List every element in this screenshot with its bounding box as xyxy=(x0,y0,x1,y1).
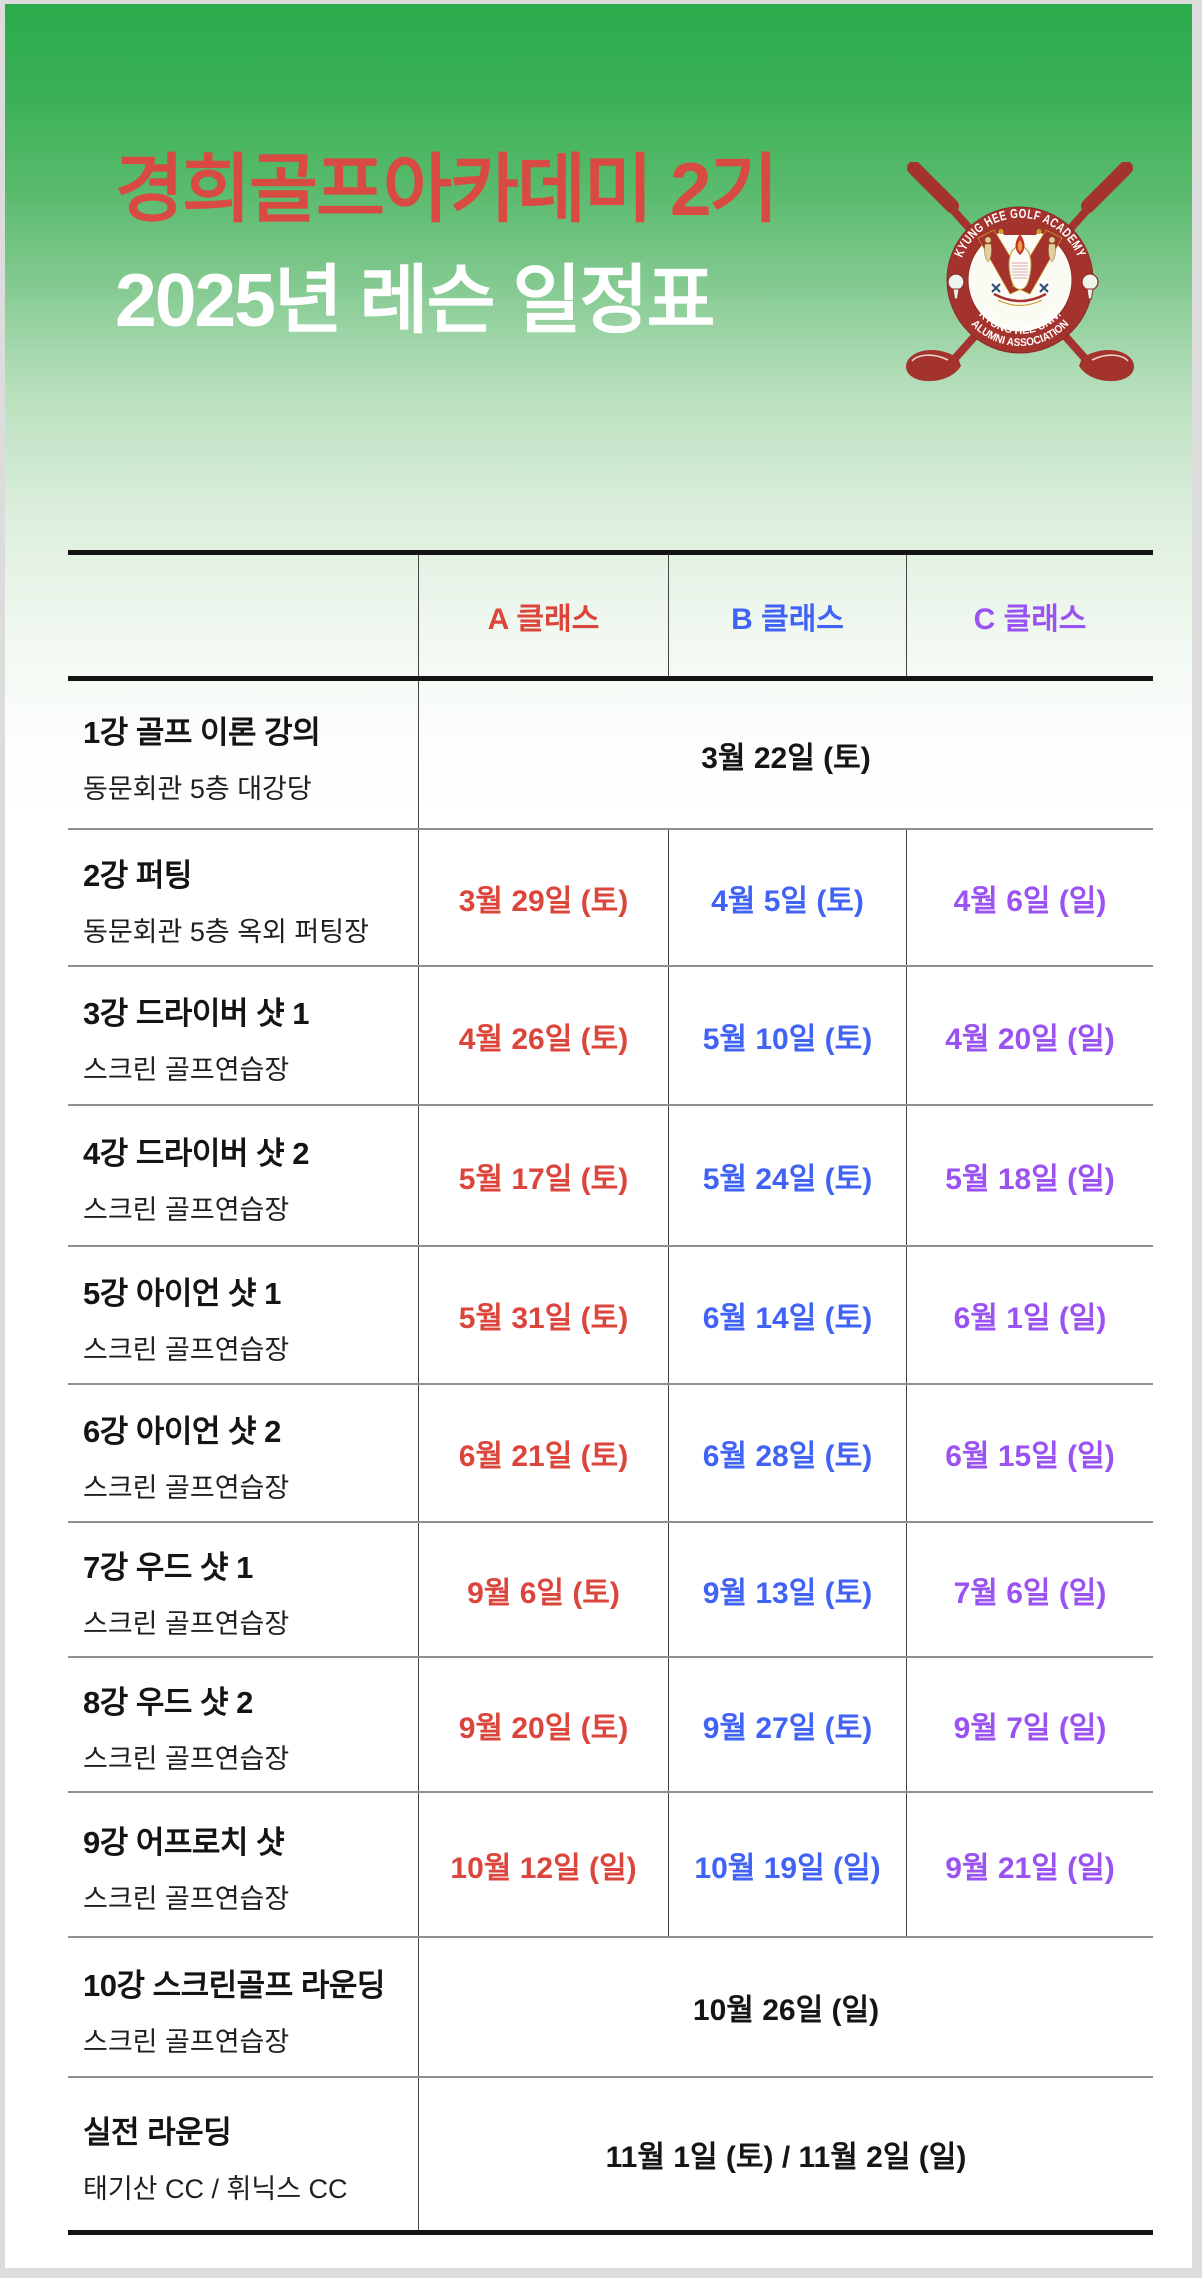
lesson-venue: 스크린 골프연습장 xyxy=(83,1884,290,1914)
table-row: 실전 라운딩 태기산 CC / 휘닉스 CC 11월 1일 (토) / 11월 … xyxy=(68,2076,1153,2230)
class-header-c: C 클래스 xyxy=(906,555,1153,676)
schedule-card: 경희골프아카데미 2기 2025년 레슨 일정표 xyxy=(5,4,1192,2268)
lesson-title: 5강 아이언 샷 1 xyxy=(83,1275,281,1311)
lesson-title: 2강 퍼팅 xyxy=(83,858,192,893)
lesson-title: 3강 드라이버 샷 1 xyxy=(83,996,309,1031)
lesson-title: 10강 스크린골프 라운딩 xyxy=(83,1967,385,2003)
date-cell-c: 9월 7일 (일) xyxy=(906,1658,1153,1791)
table-row: 8강 우드 샷 2 스크린 골프연습장 9월 20일 (토) 9월 27일 (토… xyxy=(68,1656,1153,1791)
table-row: 4강 드라이버 샷 2 스크린 골프연습장 5월 17일 (토) 5월 24일 … xyxy=(68,1104,1153,1245)
lesson-venue: 스크린 골프연습장 xyxy=(83,1195,290,1225)
date-cell-b: 4월 5일 (토) xyxy=(668,830,906,965)
title-line-1: 경희골프아카데미 2기 xyxy=(115,147,779,231)
date-cell-c: 4월 20일 (일) xyxy=(906,967,1153,1104)
table-row: 9강 어프로치 샷 스크린 골프연습장 10월 12일 (일) 10월 19일 … xyxy=(68,1791,1153,1936)
date-cell-c: 6월 1일 (일) xyxy=(906,1247,1153,1383)
lesson-title: 8강 우드 샷 2 xyxy=(83,1685,253,1720)
lesson-venue: 스크린 골프연습장 xyxy=(83,1334,290,1365)
lesson-venue: 스크린 골프연습장 xyxy=(83,1609,290,1639)
lesson-label-cell: 7강 우드 샷 1 스크린 골프연습장 xyxy=(68,1523,418,1656)
table-row: 1강 골프 이론 강의 동문회관 5층 대강당 3월 22일 (토) xyxy=(68,681,1153,828)
lesson-venue: 스크린 골프연습장 xyxy=(83,2026,290,2057)
merged-date-cell: 3월 22일 (토) xyxy=(418,681,1153,828)
lesson-venue: 스크린 골프연습장 xyxy=(83,1055,290,1085)
lesson-label-cell: 8강 우드 샷 2 스크린 골프연습장 xyxy=(68,1658,418,1791)
date-cell-a: 3월 29일 (토) xyxy=(418,830,668,965)
lesson-label-cell: 1강 골프 이론 강의 동문회관 5층 대강당 xyxy=(68,681,418,828)
lesson-title: 실전 라운딩 xyxy=(83,2114,232,2150)
header-empty-cell xyxy=(68,555,418,676)
lesson-title: 1강 골프 이론 강의 xyxy=(83,715,321,750)
golf-ball-tee-left-icon xyxy=(947,273,965,300)
lesson-label-cell: 3강 드라이버 샷 1 스크린 골프연습장 xyxy=(68,967,418,1104)
lesson-label-cell: 9강 어프로치 샷 스크린 골프연습장 xyxy=(68,1793,418,1936)
golf-ball-tee-right-icon xyxy=(1081,273,1099,300)
date-cell-a: 6월 21일 (토) xyxy=(418,1385,668,1521)
schedule-table: A 클래스 B 클래스 C 클래스 1강 골프 이론 강의 동문회관 5층 대강… xyxy=(68,550,1153,2235)
lesson-label-cell: 10강 스크린골프 라운딩 스크린 골프연습장 xyxy=(68,1938,418,2076)
lesson-title: 6강 아이언 샷 2 xyxy=(83,1413,281,1449)
lesson-label-cell: 5강 아이언 샷 1 스크린 골프연습장 xyxy=(68,1247,418,1383)
table-row: 3강 드라이버 샷 1 스크린 골프연습장 4월 26일 (토) 5월 10일 … xyxy=(68,965,1153,1104)
date-cell-b: 6월 14일 (토) xyxy=(668,1247,906,1383)
page-title: 경희골프아카데미 2기 2025년 레슨 일정표 xyxy=(115,134,779,356)
lesson-title: 4강 드라이버 샷 2 xyxy=(83,1136,309,1171)
date-cell-a: 4월 26일 (토) xyxy=(418,967,668,1104)
date-cell-c: 9월 21일 (일) xyxy=(906,1793,1153,1936)
class-header-a: A 클래스 xyxy=(418,555,668,676)
lesson-label-cell: 4강 드라이버 샷 2 스크린 골프연습장 xyxy=(68,1106,418,1245)
merged-date-cell: 11월 1일 (토) / 11월 2일 (일) xyxy=(418,2078,1153,2230)
date-cell-c: 5월 18일 (일) xyxy=(906,1106,1153,1245)
lesson-venue: 스크린 골프연습장 xyxy=(83,1472,290,1503)
lesson-venue: 동문회관 5층 대강당 xyxy=(83,774,312,804)
lesson-label-cell: 2강 퍼팅 동문회관 5층 옥외 퍼팅장 xyxy=(68,830,418,965)
date-cell-b: 5월 10일 (토) xyxy=(668,967,906,1104)
lesson-title: 7강 우드 샷 1 xyxy=(83,1550,253,1585)
date-cell-c: 7월 6일 (일) xyxy=(906,1523,1153,1656)
table-row: 7강 우드 샷 1 스크린 골프연습장 9월 6일 (토) 9월 13일 (토)… xyxy=(68,1521,1153,1656)
academy-logo: KYUNG HEE GOLF ACADEMY KYUNG HEE UNIV. A… xyxy=(906,162,1134,382)
lesson-venue: 태기산 CC / 휘닉스 CC xyxy=(83,2173,348,2204)
date-cell-a: 9월 20일 (토) xyxy=(418,1658,668,1791)
lesson-label-cell: 6강 아이언 샷 2 스크린 골프연습장 xyxy=(68,1385,418,1521)
table-row: 5강 아이언 샷 1 스크린 골프연습장 5월 31일 (토) 6월 14일 (… xyxy=(68,1245,1153,1383)
lesson-venue: 동문회관 5층 옥외 퍼팅장 xyxy=(83,917,369,947)
table-row: 6강 아이언 샷 2 스크린 골프연습장 6월 21일 (토) 6월 28일 (… xyxy=(68,1383,1153,1521)
table-row: 10강 스크린골프 라운딩 스크린 골프연습장 10월 26일 (일) xyxy=(68,1936,1153,2076)
table-header-row: A 클래스 B 클래스 C 클래스 xyxy=(68,555,1153,681)
date-cell-c: 4월 6일 (일) xyxy=(906,830,1153,965)
date-cell-a: 9월 6일 (토) xyxy=(418,1523,668,1656)
date-cell-c: 6월 15일 (일) xyxy=(906,1385,1153,1521)
lesson-title: 9강 어프로치 샷 xyxy=(83,1825,285,1860)
date-cell-a: 5월 31일 (토) xyxy=(418,1247,668,1383)
date-cell-b: 9월 13일 (토) xyxy=(668,1523,906,1656)
title-line-2: 2025년 레슨 일정표 xyxy=(115,258,716,342)
date-cell-b: 9월 27일 (토) xyxy=(668,1658,906,1791)
class-header-b: B 클래스 xyxy=(668,555,906,676)
table-row: 2강 퍼팅 동문회관 5층 옥외 퍼팅장 3월 29일 (토) 4월 5일 (토… xyxy=(68,828,1153,965)
merged-date-cell: 10월 26일 (일) xyxy=(418,1938,1153,2076)
date-cell-b: 5월 24일 (토) xyxy=(668,1106,906,1245)
date-cell-b: 10월 19일 (일) xyxy=(668,1793,906,1936)
lesson-label-cell: 실전 라운딩 태기산 CC / 휘닉스 CC xyxy=(68,2078,418,2230)
date-cell-a: 5월 17일 (토) xyxy=(418,1106,668,1245)
logo-crest xyxy=(977,228,1063,307)
date-cell-b: 6월 28일 (토) xyxy=(668,1385,906,1521)
date-cell-a: 10월 12일 (일) xyxy=(418,1793,668,1936)
lesson-venue: 스크린 골프연습장 xyxy=(83,1744,290,1774)
